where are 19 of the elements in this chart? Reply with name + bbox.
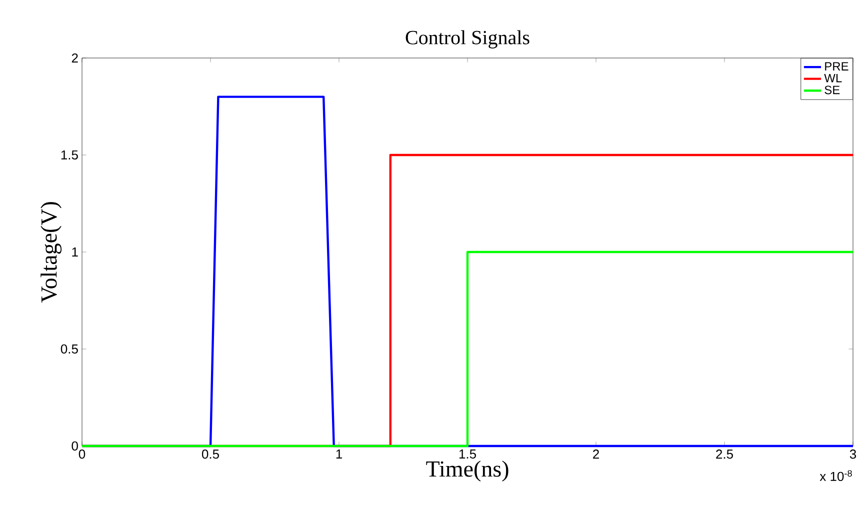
y-tick-label: 0 bbox=[72, 441, 78, 451]
y-tick-label: 1 bbox=[72, 248, 78, 256]
text: x 10$^{-8}$ bbox=[820, 470, 852, 482]
x-tick-label: 3 bbox=[850, 450, 856, 459]
x-axis-title: Time(ns) bbox=[426, 460, 508, 482]
x-tick-label: 0 bbox=[78, 450, 86, 459]
y-tick-label: 0.5 bbox=[60, 344, 78, 354]
y-tick-label: 1.5 bbox=[61, 150, 78, 160]
y-tick-label: 2 bbox=[72, 53, 78, 63]
y-axis-title: Voltage(V) bbox=[40, 202, 62, 303]
x-tick-label: 1.5 bbox=[459, 450, 476, 459]
x-tick-label: 2.5 bbox=[716, 450, 733, 459]
legend-label: WL bbox=[824, 74, 842, 82]
legend-label: SE bbox=[824, 86, 840, 94]
legend-label: PRE bbox=[825, 62, 848, 70]
chart-title: Control Signals bbox=[406, 30, 530, 48]
x-tick-label: 2 bbox=[593, 450, 599, 459]
x-tick-label: 0.5 bbox=[202, 450, 219, 459]
x-tick-label: 1 bbox=[336, 450, 342, 458]
